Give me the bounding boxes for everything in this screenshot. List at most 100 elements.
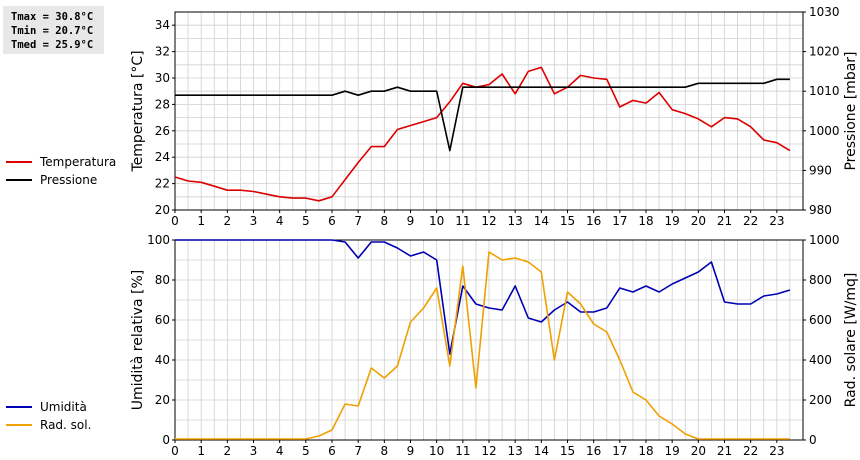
bottom-x-tick-label: 5 bbox=[302, 444, 310, 458]
series-line-umidit bbox=[175, 239, 791, 355]
series-line-temperatura bbox=[174, 66, 791, 202]
legend-label-temperature: Temperatura bbox=[40, 155, 117, 169]
top-x-tick-label: 3 bbox=[250, 214, 258, 228]
bottom-x-tick-label: 21 bbox=[717, 444, 732, 458]
bottom-y-tick-label: 40 bbox=[155, 353, 170, 367]
top-x-tick-label: 8 bbox=[381, 214, 389, 228]
bottom-x-tick-label: 18 bbox=[638, 444, 653, 458]
bottom-x-tick-label: 22 bbox=[743, 444, 758, 458]
top-x-tick-label: 12 bbox=[481, 214, 496, 228]
bottom-y-tick-label: 0 bbox=[162, 433, 170, 447]
top-x-tick-label: 5 bbox=[302, 214, 310, 228]
bottom-y2-tick-label: 800 bbox=[809, 273, 832, 287]
top-y-tick-label: 30 bbox=[155, 71, 170, 85]
top-x-tick-label: 13 bbox=[508, 214, 523, 228]
top-x-tick-label: 14 bbox=[534, 214, 549, 228]
series-line-rad-sol bbox=[175, 251, 790, 440]
top-x-tick-label: 22 bbox=[743, 214, 758, 228]
bottom-x-tick-label: 17 bbox=[612, 444, 627, 458]
bottom-x-tick-label: 6 bbox=[328, 444, 336, 458]
legend-item-humidity: Umidità bbox=[6, 398, 91, 416]
top-y-tick-label: 20 bbox=[155, 203, 170, 217]
top-x-tick-label: 6 bbox=[328, 214, 336, 228]
bottom-x-tick-label: 0 bbox=[171, 444, 179, 458]
top-x-tick-label: 20 bbox=[691, 214, 706, 228]
top-y2-tick-label: 990 bbox=[809, 163, 832, 177]
bottom-y2-tick-label: 600 bbox=[809, 313, 832, 327]
bottom-y2-tick-label: 0 bbox=[809, 433, 817, 447]
bottom-x-tick-label: 10 bbox=[429, 444, 444, 458]
top-y2-axis-title: Pressione [mbar] bbox=[843, 51, 859, 170]
top-y2-tick-label: 1020 bbox=[809, 45, 840, 59]
tmin-text: Tmin = 20.7°C bbox=[11, 25, 94, 37]
top-y2-tick-label: 1010 bbox=[809, 84, 840, 98]
top-y-tick-label: 24 bbox=[155, 150, 170, 164]
top-y-tick-label: 26 bbox=[155, 124, 170, 138]
series-line-pressione bbox=[175, 78, 790, 152]
bottom-x-tick-label: 8 bbox=[381, 444, 389, 458]
top-y2-tick-label: 1000 bbox=[809, 124, 840, 138]
top-x-tick-label: 1 bbox=[197, 214, 205, 228]
bottom-x-tick-label: 2 bbox=[224, 444, 232, 458]
top-y2-tick-label: 1030 bbox=[809, 5, 840, 19]
top-x-tick-label: 17 bbox=[612, 214, 627, 228]
bottom-x-tick-label: 12 bbox=[481, 444, 496, 458]
top-x-tick-label: 7 bbox=[354, 214, 362, 228]
bottom-x-tick-label: 1 bbox=[197, 444, 205, 458]
bottom-y2-axis-title: Rad. solare [W/mq] bbox=[843, 273, 859, 408]
top-x-tick-label: 21 bbox=[717, 214, 732, 228]
legend-top: Temperatura Pressione bbox=[6, 153, 116, 189]
bottom-y-tick-label: 60 bbox=[155, 313, 170, 327]
tmax-text: Tmax = 30.8°C bbox=[11, 11, 94, 23]
bottom-y2-tick-label: 1000 bbox=[809, 233, 840, 247]
legend-label-pressure: Pressione bbox=[40, 173, 98, 187]
bottom-x-tick-label: 14 bbox=[534, 444, 549, 458]
top-x-tick-label: 23 bbox=[769, 214, 784, 228]
legend-item-pressure: Pressione bbox=[6, 171, 116, 189]
bottom-x-tick-label: 7 bbox=[354, 444, 362, 458]
top-x-tick-label: 0 bbox=[171, 214, 179, 228]
top-x-tick-label: 2 bbox=[224, 214, 232, 228]
top-x-tick-label: 10 bbox=[429, 214, 444, 228]
top-y-tick-label: 22 bbox=[155, 177, 170, 191]
temperature-stats-box: Tmax = 30.8°C Tmin = 20.7°C Tmed = 25.9°… bbox=[3, 6, 104, 54]
bottom-x-tick-label: 19 bbox=[665, 444, 680, 458]
bottom-x-tick-label: 16 bbox=[586, 444, 601, 458]
top-y-axis-title: Temperatura [°C] bbox=[130, 50, 146, 172]
legend-label-radiation: Rad. sol. bbox=[40, 418, 92, 432]
bottom-x-tick-label: 9 bbox=[407, 444, 415, 458]
top-y-tick-label: 32 bbox=[155, 45, 170, 59]
legend-label-humidity: Umidità bbox=[40, 400, 87, 414]
bottom-x-tick-label: 23 bbox=[769, 444, 784, 458]
bottom-x-tick-label: 13 bbox=[508, 444, 523, 458]
bottom-x-tick-label: 4 bbox=[276, 444, 284, 458]
top-x-tick-label: 9 bbox=[407, 214, 415, 228]
bottom-y-tick-label: 20 bbox=[155, 393, 170, 407]
top-y-tick-label: 34 bbox=[155, 18, 170, 32]
bottom-x-tick-label: 15 bbox=[560, 444, 575, 458]
bottom-x-tick-label: 11 bbox=[455, 444, 470, 458]
legend-swatch-temperature bbox=[6, 161, 32, 163]
bottom-y-tick-label: 80 bbox=[155, 273, 170, 287]
legend-item-temperature: Temperatura bbox=[6, 153, 116, 171]
legend-swatch-humidity bbox=[6, 406, 32, 408]
top-y2-tick-label: 980 bbox=[809, 203, 832, 217]
bottom-x-tick-label: 20 bbox=[691, 444, 706, 458]
bottom-y-tick-label: 100 bbox=[147, 233, 170, 247]
tmed-text: Tmed = 25.9°C bbox=[11, 39, 94, 51]
top-x-tick-label: 19 bbox=[665, 214, 680, 228]
bottom-x-tick-label: 3 bbox=[250, 444, 258, 458]
bottom-y2-tick-label: 200 bbox=[809, 393, 832, 407]
top-x-tick-label: 18 bbox=[638, 214, 653, 228]
legend-swatch-pressure bbox=[6, 179, 32, 181]
top-x-tick-label: 4 bbox=[276, 214, 284, 228]
bottom-y-axis-title: Umidità relativa [%] bbox=[130, 270, 146, 411]
top-x-tick-label: 16 bbox=[586, 214, 601, 228]
top-x-tick-label: 11 bbox=[455, 214, 470, 228]
top-x-tick-label: 15 bbox=[560, 214, 575, 228]
top-y-tick-label: 28 bbox=[155, 97, 170, 111]
legend-swatch-radiation bbox=[6, 424, 32, 426]
legend-item-radiation: Rad. sol. bbox=[6, 416, 91, 434]
bottom-y2-tick-label: 400 bbox=[809, 353, 832, 367]
